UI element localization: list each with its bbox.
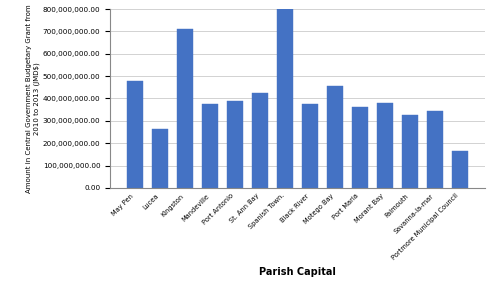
- Bar: [277, 9, 293, 188]
- X-axis label: Parish Capital: Parish Capital: [259, 267, 336, 277]
- Bar: [252, 93, 268, 188]
- Bar: [152, 129, 168, 188]
- Bar: [352, 108, 368, 188]
- Bar: [426, 111, 443, 188]
- Bar: [227, 101, 243, 188]
- Bar: [127, 81, 144, 188]
- Bar: [177, 29, 193, 188]
- Bar: [327, 86, 343, 188]
- Bar: [202, 104, 218, 188]
- Y-axis label: Amount in Central Government Budgetary Grant from
2010 to 2013 (JMD$): Amount in Central Government Budgetary G…: [26, 4, 40, 193]
- Bar: [402, 115, 418, 188]
- Bar: [302, 104, 318, 188]
- Bar: [377, 103, 393, 188]
- Bar: [452, 151, 468, 188]
